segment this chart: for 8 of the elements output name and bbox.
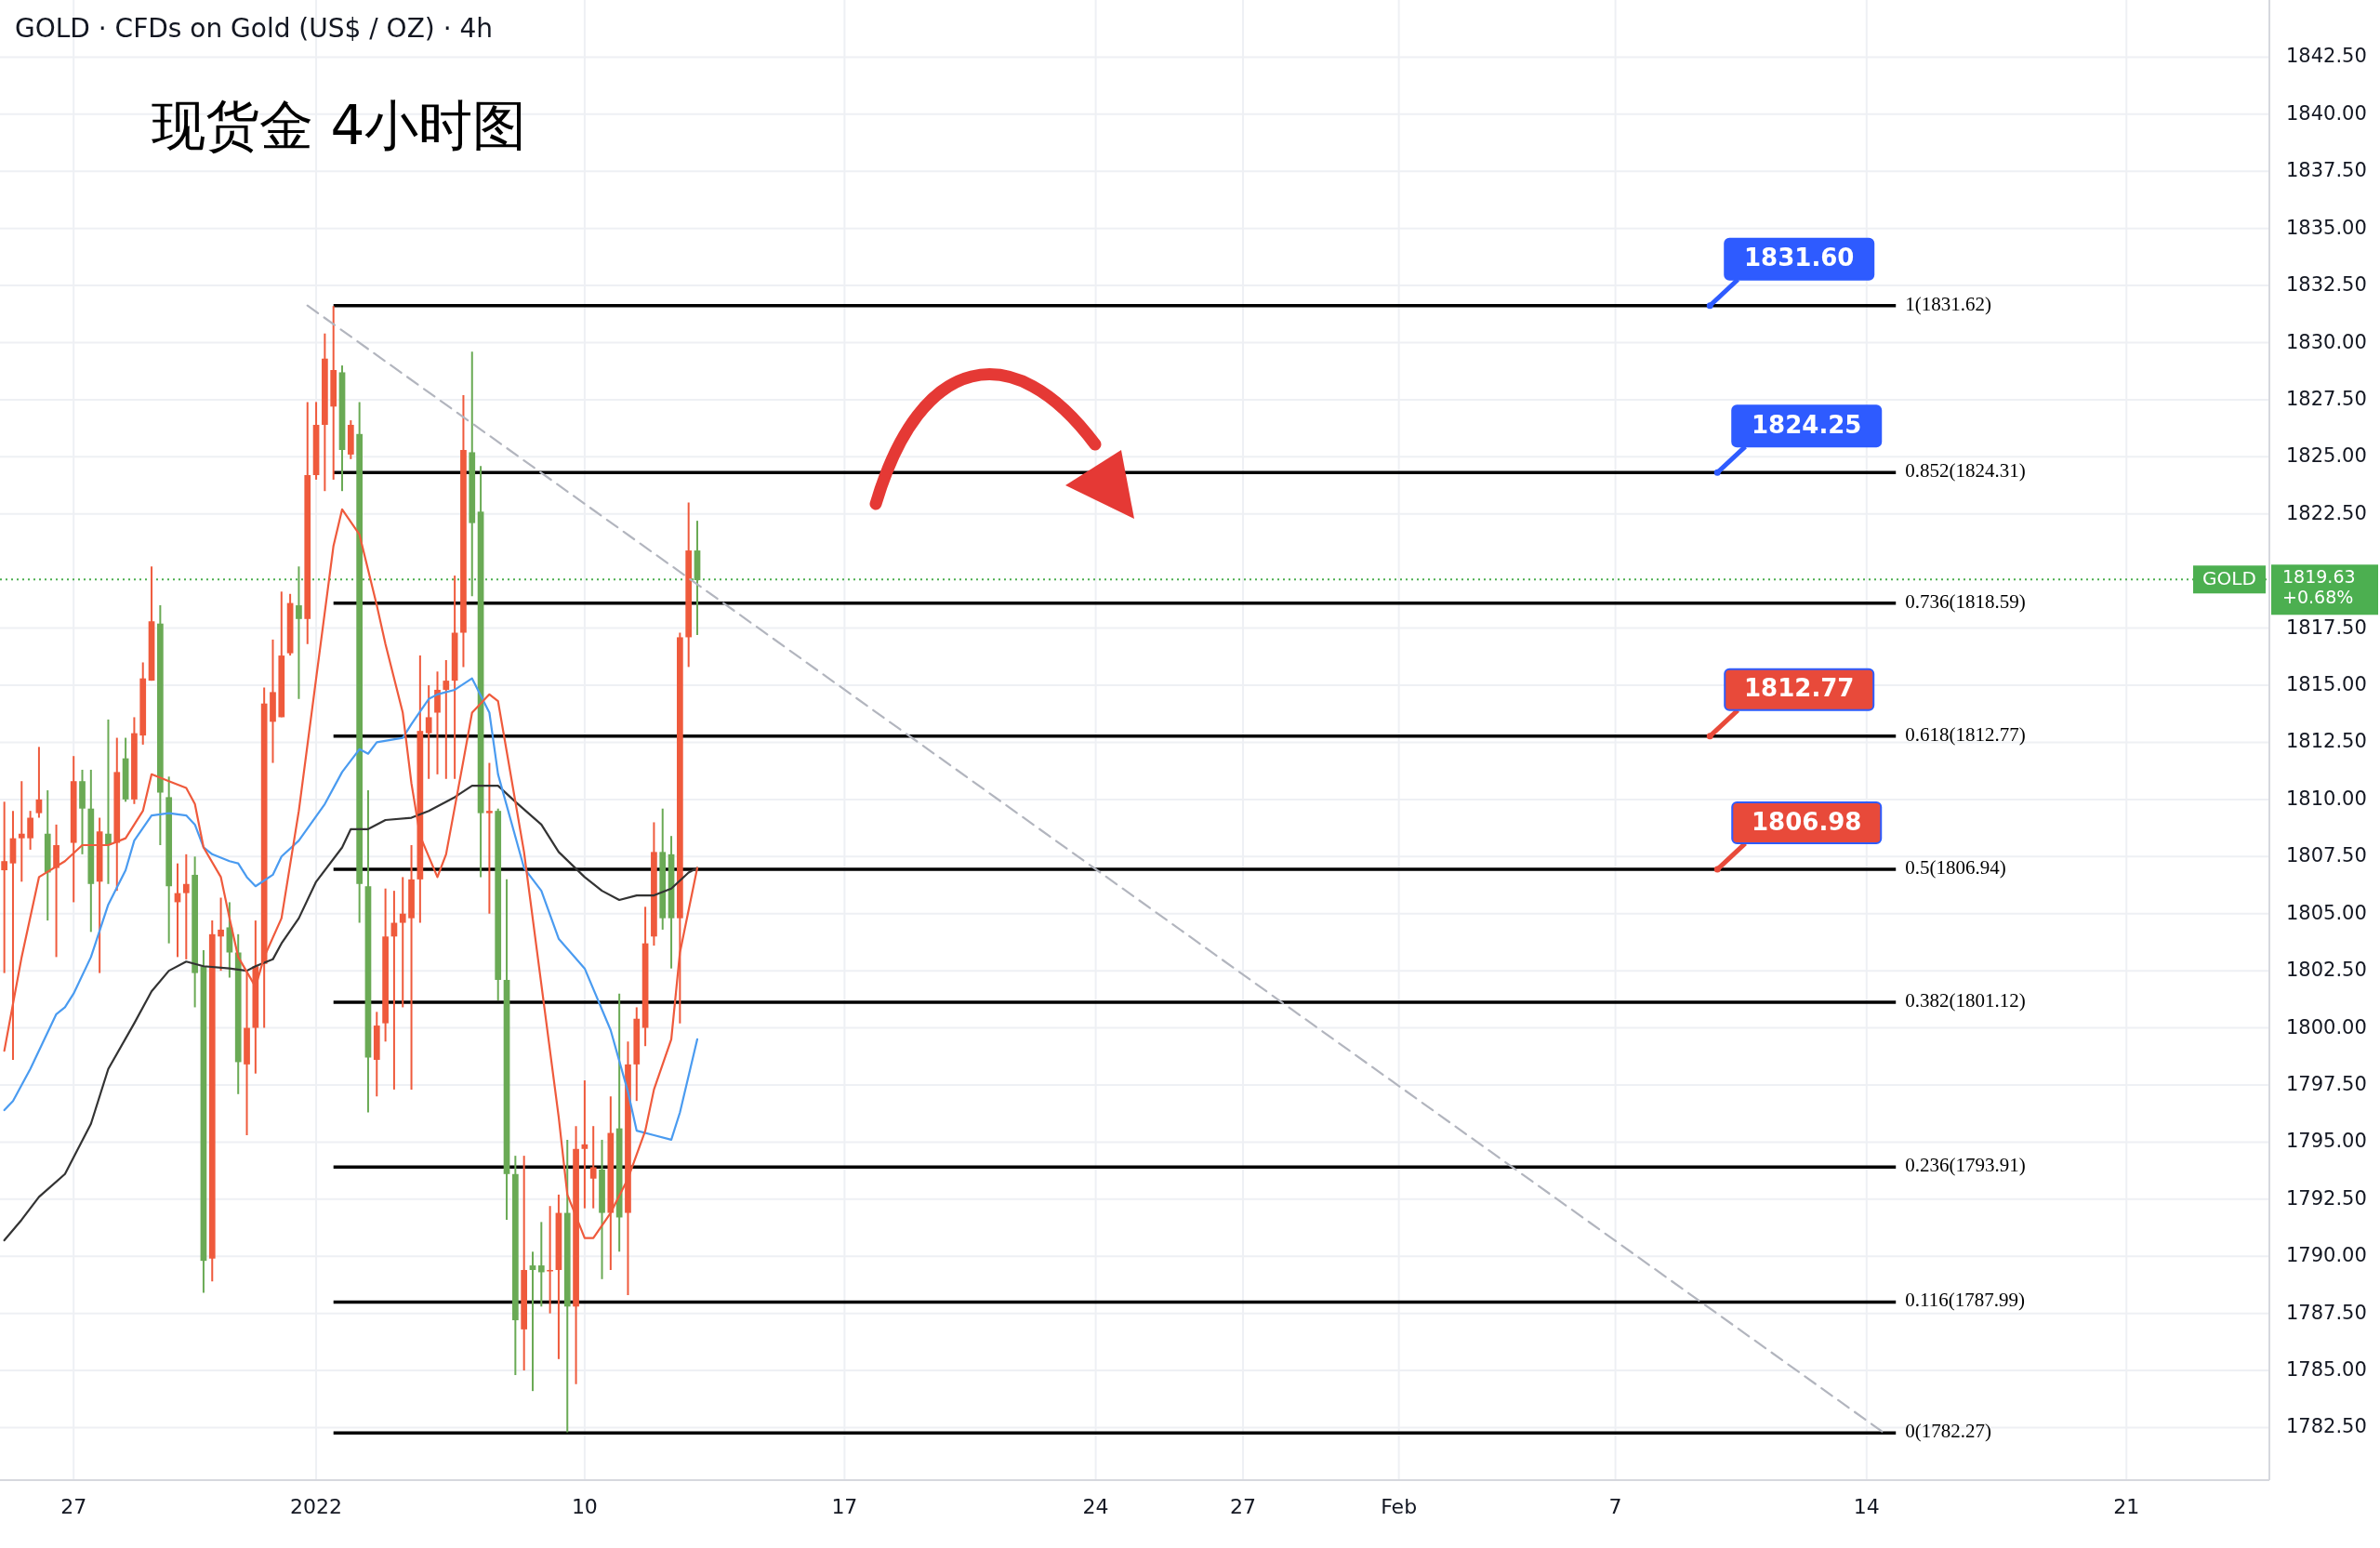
- annotation: 1819.63: [2282, 565, 2356, 587]
- title: 现货金 4小时图: [152, 94, 527, 157]
- annotation: 1812.77: [1744, 674, 1855, 703]
- subtitle: GOLD · CFDs on Gold (US$ / OZ) · 4h: [15, 13, 493, 44]
- annotation: 1824.25: [1752, 410, 1862, 439]
- annotation: 1831.60: [1744, 244, 1855, 272]
- annotation: 1806.98: [1752, 807, 1862, 836]
- annotation: +0.68%: [2282, 586, 2354, 607]
